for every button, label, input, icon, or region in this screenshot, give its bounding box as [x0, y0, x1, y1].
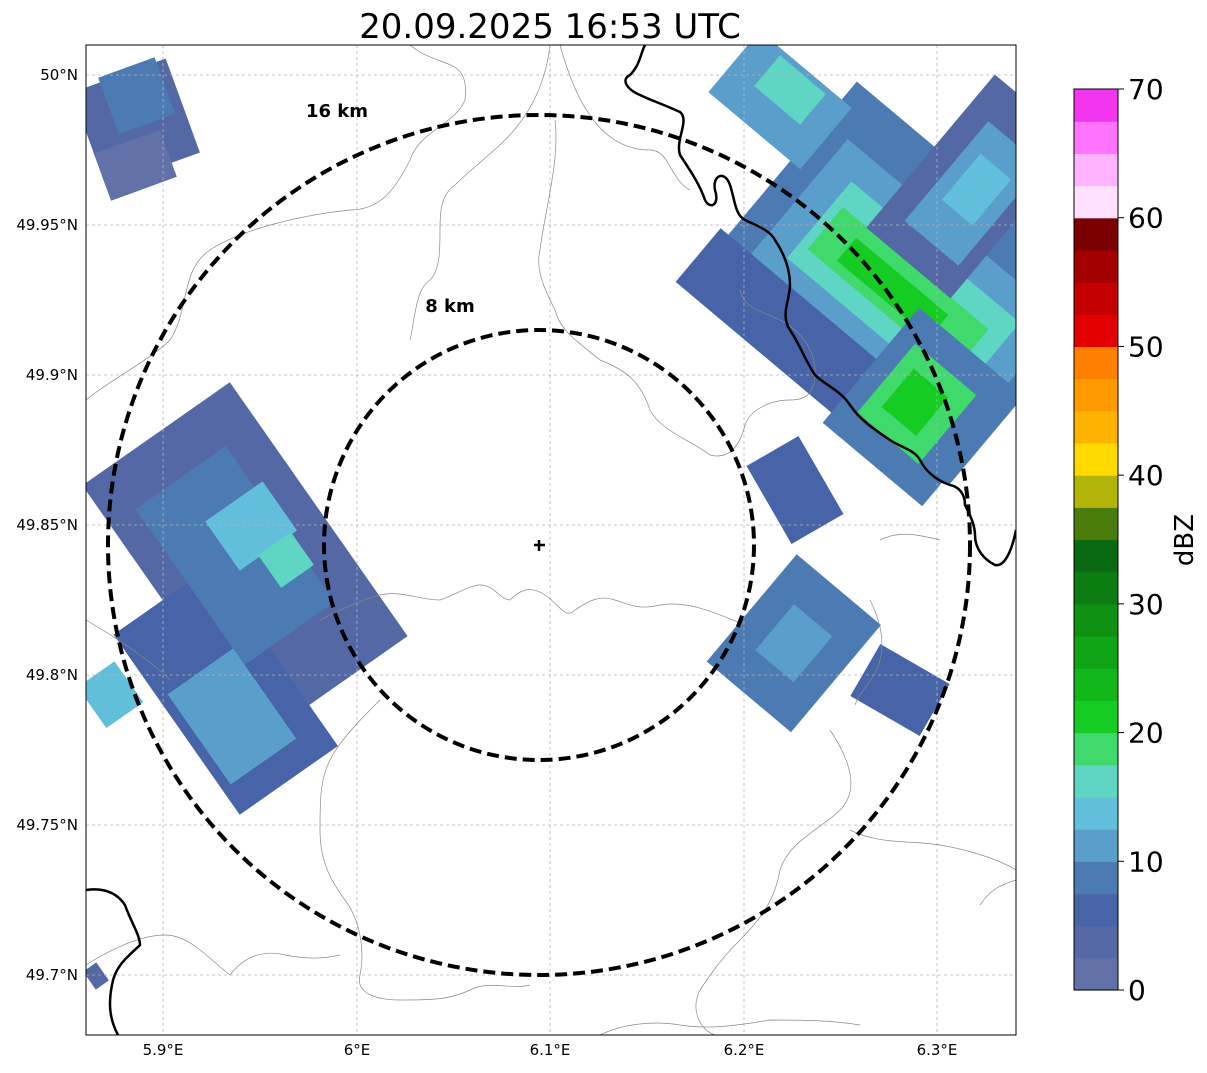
colorbar-band	[1074, 378, 1118, 412]
colorbar-band	[1074, 507, 1118, 541]
colorbar-band	[1074, 796, 1118, 830]
municipal-boundaries	[86, 45, 1016, 1035]
colorbar-band	[1074, 925, 1118, 959]
colorbar-band	[1074, 764, 1118, 798]
colorbar-band	[1074, 700, 1118, 734]
colorbar-band	[1074, 121, 1118, 154]
latitude-tick-labels: 50°N 49.95°N 49.9°N 49.85°N 49.8°N 49.75…	[16, 66, 78, 984]
graticule	[86, 45, 1016, 1035]
colorbar-band	[1074, 668, 1118, 701]
range-ring-16km	[106, 113, 972, 977]
map-frame	[85, 44, 1017, 1036]
colorbar-band	[1074, 603, 1118, 637]
colorbar-band	[1074, 475, 1118, 508]
radar-site-marker	[534, 540, 545, 551]
colorbar-band	[1074, 861, 1118, 895]
colorbar-band	[1074, 442, 1118, 476]
range-rings	[106, 113, 972, 977]
range-label-8km: 8 km	[425, 296, 475, 317]
lon-tick-label: 6.1°E	[530, 1041, 571, 1059]
colorbar-tick-label: 30	[1128, 588, 1164, 621]
colorbar-band	[1074, 829, 1118, 862]
colorbar-frame	[1073, 88, 1119, 991]
lat-tick-label: 49.75°N	[16, 816, 78, 834]
lon-tick-label: 6.2°E	[724, 1041, 765, 1059]
colorbar-ticks: 0 10 20 30 40 50 60 70	[1118, 73, 1164, 1007]
lat-tick-label: 50°N	[40, 66, 78, 84]
colorbar-tick-label: 0	[1128, 974, 1146, 1007]
colorbar-band	[1074, 571, 1118, 605]
colorbar-band	[1074, 732, 1118, 766]
colorbar-band	[1074, 636, 1118, 669]
colorbar-tick-label: 50	[1128, 330, 1164, 363]
colorbar-band	[1074, 346, 1118, 380]
colorbar-band	[1074, 217, 1118, 251]
colorbar-band	[1074, 153, 1118, 187]
colorbar-band	[1074, 893, 1118, 927]
colorbar-label: dBZ	[1170, 514, 1200, 566]
colorbar-band	[1074, 314, 1118, 348]
colorbar-tick-label: 70	[1128, 73, 1164, 106]
national-borders	[86, 45, 1016, 1035]
colorbar-bands	[1074, 89, 1118, 991]
colorbar-band	[1074, 957, 1118, 991]
colorbar-band	[1074, 185, 1118, 219]
colorbar: 0 10 20 30 40 50 60 70 dBZ	[1073, 73, 1200, 1007]
map-panel[interactable]: 8 km 16 km	[33, 31, 1109, 1035]
lat-tick-label: 49.85°N	[16, 516, 78, 534]
range-ring-8km	[322, 328, 756, 762]
range-label-16km: 16 km	[306, 101, 368, 122]
lon-tick-label: 6°E	[344, 1041, 371, 1059]
colorbar-band	[1074, 410, 1118, 444]
longitude-tick-labels: 5.9°E 6°E 6.1°E 6.2°E 6.3°E	[143, 1041, 958, 1059]
lon-tick-label: 6.3°E	[917, 1041, 958, 1059]
map-title: 20.09.2025 16:53 UTC	[359, 7, 741, 47]
colorbar-tick-label: 60	[1128, 202, 1164, 235]
lat-tick-label: 49.7°N	[26, 966, 78, 984]
lat-tick-label: 49.95°N	[16, 216, 78, 234]
colorbar-tick-label: 20	[1128, 717, 1164, 750]
colorbar-tick-label: 10	[1128, 845, 1164, 878]
colorbar-tick-label: 40	[1128, 459, 1164, 492]
colorbar-band	[1074, 539, 1118, 573]
lat-tick-label: 49.9°N	[26, 366, 78, 384]
colorbar-band	[1074, 282, 1118, 315]
colorbar-band	[1074, 89, 1118, 122]
lon-tick-label: 5.9°E	[143, 1041, 184, 1059]
lat-tick-label: 49.8°N	[26, 666, 78, 684]
colorbar-band	[1074, 249, 1118, 283]
